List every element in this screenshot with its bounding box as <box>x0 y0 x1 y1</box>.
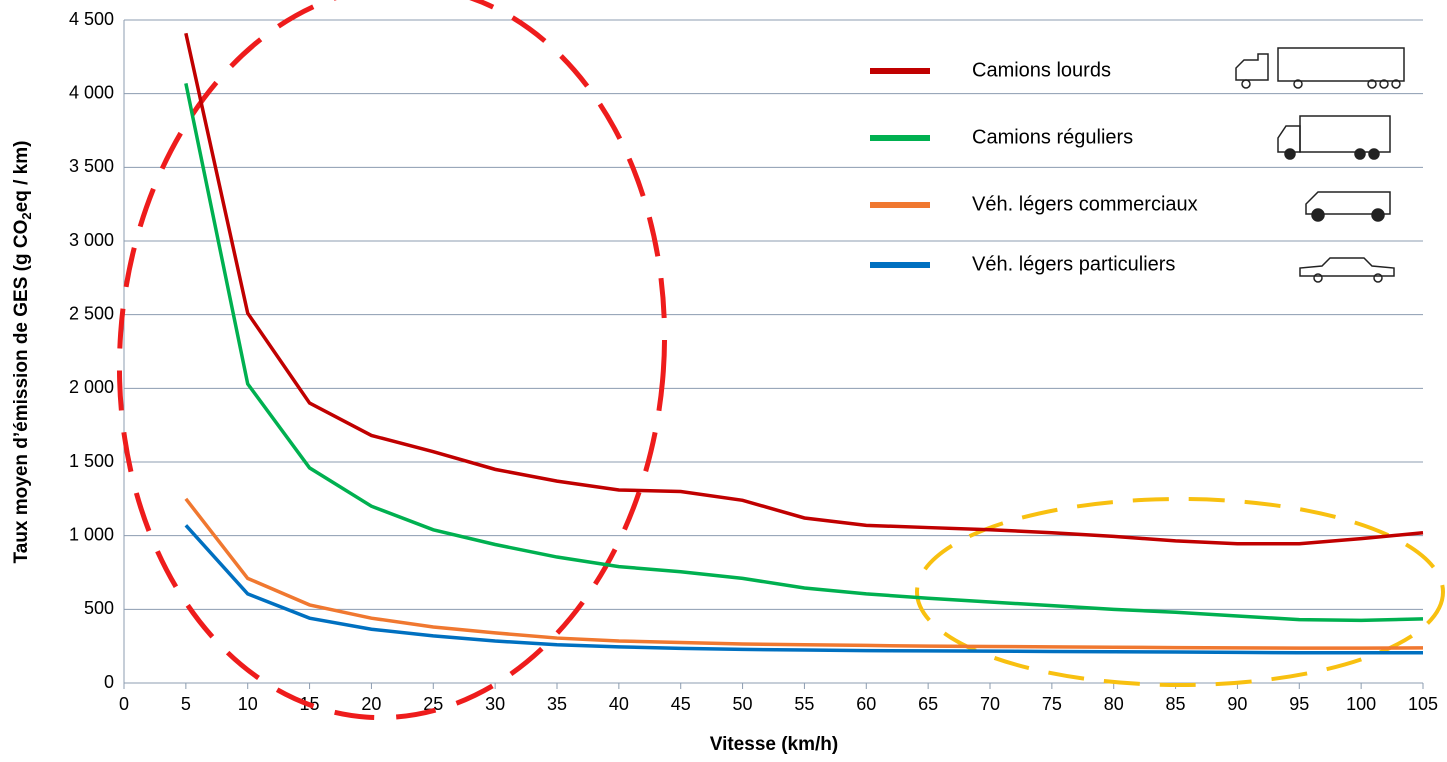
series-line <box>186 33 1423 544</box>
x-tick-label: 30 <box>485 694 505 714</box>
x-tick-label: 5 <box>181 694 191 714</box>
icon-heavy-truck <box>1236 48 1404 88</box>
x-tick-label: 45 <box>671 694 691 714</box>
x-tick-label: 20 <box>361 694 381 714</box>
series-line <box>186 83 1423 620</box>
x-axis-title: Vitesse (km/h) <box>710 734 838 755</box>
y-axis-title: Taux moyen d’émission de GES (g CO2eq / … <box>11 141 34 564</box>
y-tick-label: 1 500 <box>69 451 114 471</box>
x-tick-label: 50 <box>733 694 753 714</box>
x-tick-label: 70 <box>980 694 1000 714</box>
y-tick-label: 500 <box>84 598 114 618</box>
x-tick-label: 0 <box>119 694 129 714</box>
highlight-ellipse-red <box>95 0 689 736</box>
y-tick-label: 4 500 <box>69 9 114 29</box>
y-axis-title-part: Taux moyen d’émission de GES (g CO <box>11 220 32 564</box>
x-tick-label: 65 <box>918 694 938 714</box>
icon-van <box>1306 192 1390 221</box>
y-tick-label: 1 000 <box>69 524 114 544</box>
icon-car <box>1300 258 1394 282</box>
icon-truck <box>1278 116 1390 159</box>
series-layer: Camions lourds Camions réguliers Véh. lége… <box>186 33 1423 653</box>
x-tick-label: 95 <box>1289 694 1309 714</box>
x-tick-label: 60 <box>856 694 876 714</box>
x-tick-label: 75 <box>1042 694 1062 714</box>
legend-label: Camions lourds <box>972 59 1111 81</box>
y-axis-title-part: eq / km) <box>11 141 32 213</box>
x-tick-label: 85 <box>1166 694 1186 714</box>
legend-label: Véh. légers commerciaux <box>972 193 1198 215</box>
legend-label: Véh. légers particuliers <box>972 253 1175 275</box>
x-tick-label: 90 <box>1227 694 1247 714</box>
highlight-ellipse-yellow <box>917 499 1443 685</box>
y-tick-label: 3 500 <box>69 156 114 176</box>
x-tick-label: 100 <box>1346 694 1376 714</box>
x-tick-label: 80 <box>1104 694 1124 714</box>
series-line <box>186 499 1423 648</box>
chart: 05001 0001 5002 0002 5003 0003 5004 0004… <box>0 0 1447 762</box>
vehicle-icons <box>1236 48 1404 282</box>
x-tick-label: 105 <box>1408 694 1438 714</box>
y-tick-label: 4 000 <box>69 82 114 102</box>
y-tick-label: 0 <box>104 672 114 692</box>
x-tick-label: 55 <box>794 694 814 714</box>
legend-label: Camions réguliers <box>972 126 1133 148</box>
y-axis-title-subscript: 2 <box>19 212 34 219</box>
x-tick-label: 40 <box>609 694 629 714</box>
y-tick-label: 2 000 <box>69 377 114 397</box>
y-tick-label: 3 000 <box>69 230 114 250</box>
y-tick-label: 2 500 <box>69 303 114 323</box>
x-tick-label: 35 <box>547 694 567 714</box>
x-tick-label: 10 <box>238 694 258 714</box>
